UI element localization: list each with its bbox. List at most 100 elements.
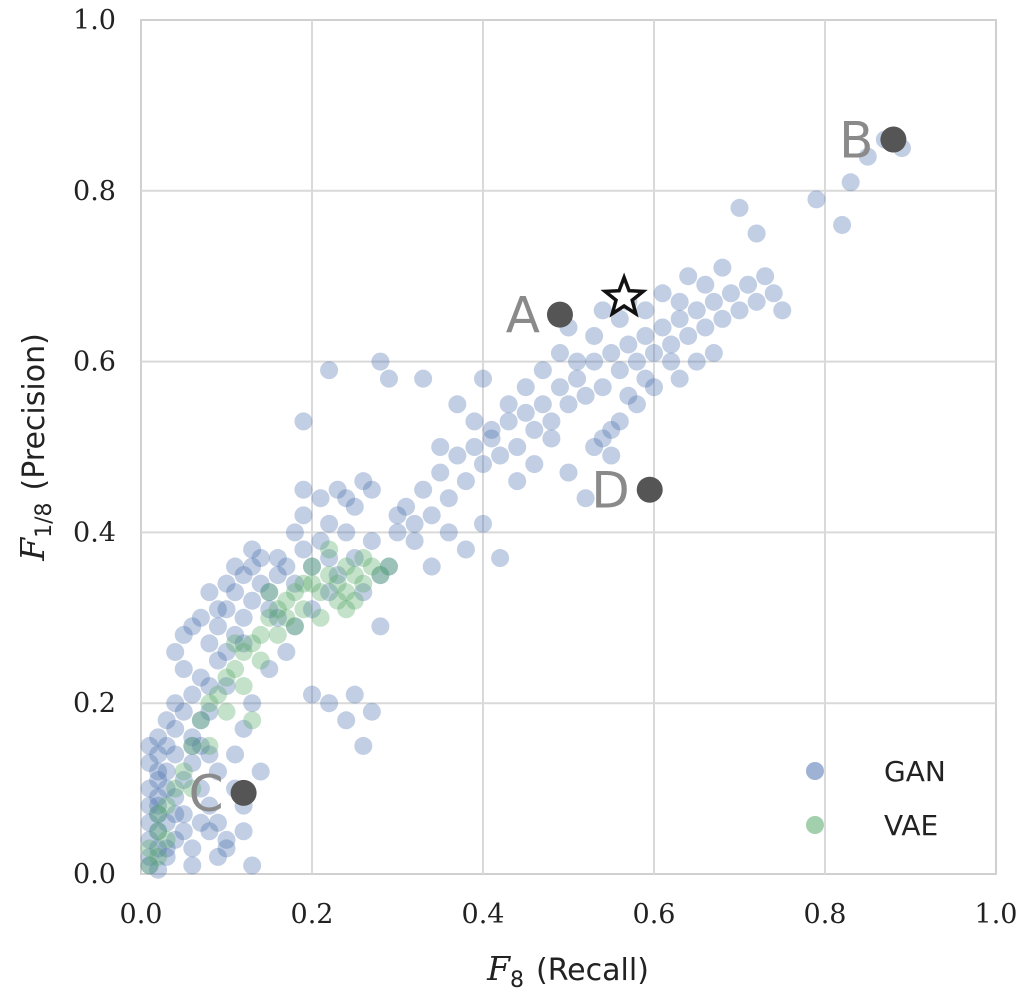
- vae-point: [303, 557, 321, 576]
- gan-point: [602, 446, 621, 465]
- gan-point: [140, 796, 159, 815]
- gan-point: [174, 822, 193, 841]
- vae-point: [200, 736, 219, 755]
- highlight-point-d: [636, 476, 663, 503]
- gan-point: [149, 771, 168, 790]
- gan-point: [226, 583, 245, 602]
- x-tick-label: 1.0: [975, 899, 1018, 930]
- vae-point: [183, 779, 202, 798]
- gan-point: [234, 566, 253, 585]
- gan-point: [379, 557, 398, 576]
- legend-label-gan: GAN: [884, 755, 946, 788]
- gan-point: [226, 745, 245, 764]
- gan-point: [585, 352, 604, 371]
- vae-point: [303, 574, 321, 593]
- gan-point: [576, 386, 595, 405]
- gan-point: [277, 642, 296, 661]
- gan-point: [217, 830, 236, 849]
- gan-point: [550, 344, 569, 363]
- gan-point: [662, 352, 681, 371]
- gan-point: [721, 284, 740, 303]
- gan-point: [593, 378, 612, 397]
- vae-point: [268, 625, 287, 644]
- highlight-point-a: [546, 301, 573, 328]
- gan-point: [397, 497, 416, 516]
- gan-point: [474, 455, 492, 474]
- gan-point: [610, 412, 629, 431]
- highlight-point-b: [880, 126, 907, 153]
- highlight-point-c: [230, 779, 257, 806]
- gan-point: [217, 677, 236, 696]
- gan-point: [645, 344, 663, 363]
- x-axis-label-sub: 8: [510, 968, 524, 993]
- gan-point: [405, 531, 424, 550]
- vae-point: [149, 822, 168, 841]
- gan-point: [200, 702, 219, 721]
- gan-point: [285, 574, 304, 593]
- gan-point: [585, 438, 604, 456]
- gan-point: [354, 583, 373, 602]
- vae-point: [140, 839, 159, 858]
- gan-point: [149, 839, 168, 858]
- gan-point: [602, 344, 621, 363]
- x-axis-label-main: F: [486, 949, 511, 988]
- gan-point: [593, 301, 612, 320]
- gan-point: [149, 788, 168, 807]
- gan-point: [157, 762, 176, 781]
- gan-point: [140, 847, 159, 866]
- gan-point: [439, 489, 458, 508]
- gan-point: [251, 549, 270, 568]
- gan-point: [320, 549, 339, 568]
- gan-point: [277, 557, 296, 576]
- gan-point: [208, 813, 227, 832]
- vae-point: [260, 608, 279, 627]
- gan-point: [191, 779, 210, 798]
- gan-point: [619, 386, 638, 405]
- gan-point: [166, 788, 185, 807]
- gan-point: [533, 395, 552, 414]
- gan-point: [508, 472, 527, 491]
- gan-point: [696, 275, 715, 294]
- gan-point: [653, 318, 672, 337]
- gan-point: [243, 591, 262, 610]
- y-tick-label: 0.2: [73, 688, 116, 719]
- gan-point: [183, 728, 202, 747]
- gan-point: [559, 463, 578, 482]
- y-axis-label-text: (Precision): [17, 333, 52, 490]
- gan-point: [508, 438, 527, 456]
- gan-point: [670, 292, 689, 311]
- gan-point: [251, 762, 270, 781]
- vae-point: [285, 617, 304, 636]
- gan-point: [183, 856, 202, 875]
- gan-point: [431, 463, 450, 482]
- gan-point: [174, 702, 193, 721]
- gan-point: [260, 583, 279, 602]
- gan-point: [200, 796, 219, 815]
- gan-point: [388, 523, 407, 542]
- gan-point: [619, 335, 638, 354]
- gan-point: [542, 412, 561, 431]
- gan-point: [636, 301, 655, 320]
- x-tick-label: 0.0: [120, 899, 163, 930]
- vae-point: [183, 736, 202, 755]
- vae-point: [379, 557, 398, 576]
- vae-point: [251, 625, 270, 644]
- gan-point: [217, 600, 236, 619]
- gan-point: [208, 762, 227, 781]
- vae-point: [157, 796, 176, 815]
- gan-point: [747, 292, 766, 311]
- gan-point: [739, 275, 758, 294]
- gan-point: [157, 813, 176, 832]
- highlight-label-a: A: [506, 287, 540, 345]
- gan-point: [294, 506, 313, 525]
- gan-point: [320, 361, 339, 380]
- gan-point: [191, 711, 210, 730]
- gan-point: [149, 796, 168, 815]
- highlight-label-c: C: [189, 765, 224, 823]
- vae-point: [191, 711, 210, 730]
- gan-point: [311, 489, 330, 508]
- gan-point: [525, 455, 544, 474]
- gan-point: [166, 694, 185, 713]
- gan-point: [491, 549, 510, 568]
- vae-point: [260, 583, 279, 602]
